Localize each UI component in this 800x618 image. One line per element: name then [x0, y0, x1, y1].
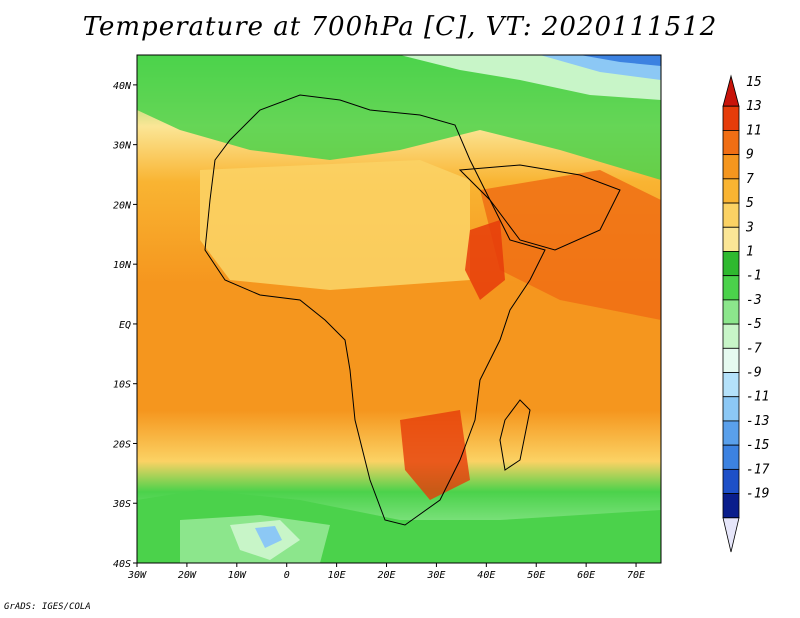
- colorbar-label: -9: [746, 366, 762, 381]
- lon-tick-label: 10E: [328, 570, 346, 581]
- colorbar-label: -19: [746, 487, 769, 502]
- lat-tick-label: 10N: [113, 260, 132, 271]
- sahel-zone: [200, 160, 470, 290]
- colorbar-box: [722, 105, 740, 131]
- africa-coastline: [204, 94, 546, 526]
- colorbar-box: [722, 226, 740, 252]
- colorbar-box: [722, 396, 740, 422]
- southern-africa-warm-core: [400, 410, 470, 500]
- colorbar-box: [722, 130, 740, 156]
- colorbar-label: 9: [746, 148, 754, 163]
- colorbar-label: 7: [746, 172, 754, 187]
- colorbar: 15 13 11 9 7 5 3 1 -1 -3 -5 -7 -9 -11 -13 -15 -17 -19: [722, 74, 770, 553]
- colorbar-label: 11: [746, 123, 762, 138]
- lat-tick-label: 30N: [112, 141, 132, 152]
- colorbar-box: [722, 154, 740, 180]
- lon-tick-label: 0: [284, 570, 290, 581]
- lat-tick-label: 20N: [113, 200, 132, 211]
- colorbar-label: 1: [746, 244, 754, 259]
- madagascar-coastline: [499, 399, 531, 471]
- colorbar-bottom-triangle: [722, 517, 740, 553]
- colorbar-top-triangle: [722, 74, 740, 107]
- colorbar-box: [722, 299, 740, 325]
- arabian-warm-zone: [480, 170, 661, 320]
- colorbar-label: -13: [746, 414, 769, 429]
- colorbar-label: 13: [746, 99, 762, 114]
- colorbar-label: -17: [746, 462, 770, 477]
- colorbar-label: -11: [746, 390, 769, 405]
- lon-tick-label: 60E: [577, 570, 595, 581]
- temperature-field: [137, 55, 661, 563]
- lon-tick-label: 50E: [527, 570, 545, 581]
- lat-tick-label: 20S: [113, 439, 131, 450]
- colorbar-box: [722, 275, 740, 301]
- colorbar-box: [722, 178, 740, 204]
- lat-tick-label: 40N: [113, 81, 132, 92]
- lon-tick-label: 30E: [426, 570, 445, 581]
- lat-tick-label: EQ: [119, 320, 131, 331]
- colorbar-box: [722, 420, 740, 446]
- latitude-axis: 40N 30N 20N 10N EQ 10S 20S 30S 40S: [112, 81, 137, 570]
- colorbar-box: [722, 468, 740, 494]
- colorbar-label: -3: [746, 293, 762, 308]
- credit-label: GrADS: IGES/COLA: [4, 602, 91, 612]
- longitude-axis: 30W 20W 10W 0 10E 20E 30E 40E 50E 60E 70E: [127, 563, 645, 581]
- colorbar-box: [722, 372, 740, 398]
- colorbar-box: [722, 202, 740, 228]
- lon-tick-label: 70E: [627, 570, 645, 581]
- north-coldest-zone: [580, 55, 661, 66]
- colorbar-label: 3: [745, 220, 754, 235]
- colorbar-box: [722, 251, 740, 277]
- colorbar-box: [722, 493, 740, 519]
- colorbar-label: -15: [746, 438, 770, 453]
- colorbar-label: 5: [746, 196, 754, 211]
- map-frame: [136, 54, 662, 564]
- ethiopia-warm-core: [465, 220, 505, 300]
- arabia-coastline: [458, 164, 621, 251]
- colorbar-box: [722, 323, 740, 349]
- colorbar-label: -1: [746, 269, 762, 284]
- lon-tick-label: 10W: [228, 570, 247, 581]
- colorbar-box: [722, 347, 740, 373]
- lon-tick-label: 30W: [127, 570, 147, 581]
- colorbar-label: -5: [746, 317, 762, 332]
- colorbar-box: [722, 444, 740, 470]
- lat-tick-label: 10S: [113, 380, 131, 391]
- colorbar-label: -7: [746, 341, 762, 356]
- lon-tick-label: 20E: [377, 570, 395, 581]
- lon-tick-label: 40E: [477, 570, 495, 581]
- colorbar-label: 15: [746, 75, 762, 90]
- lat-tick-label: 40S: [113, 559, 131, 570]
- chart-title: Temperature at 700hPa [C], VT: 202011151…: [82, 12, 718, 42]
- lon-tick-label: 20W: [178, 570, 197, 581]
- lat-tick-label: 30S: [112, 499, 131, 510]
- north-green-zone: [137, 55, 661, 180]
- south-coldest-zone: [255, 526, 282, 548]
